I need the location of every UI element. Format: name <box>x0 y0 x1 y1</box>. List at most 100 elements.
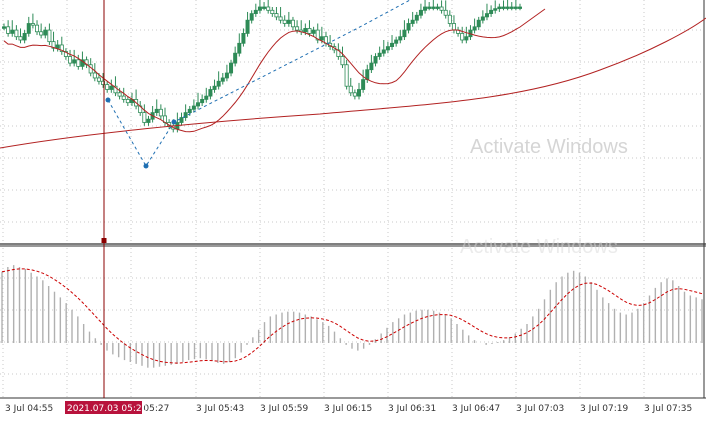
candle-body <box>179 117 184 123</box>
candle-body <box>96 77 101 82</box>
candle-body <box>319 36 324 41</box>
candle-body <box>464 36 469 41</box>
candle-body <box>344 64 349 87</box>
candle-body <box>480 16 485 21</box>
candle-body <box>187 108 192 114</box>
candle-body <box>348 85 353 94</box>
trendline-point <box>171 119 177 125</box>
candle-body <box>352 92 357 97</box>
candle-body <box>35 24 40 33</box>
candle-body <box>208 89 213 97</box>
trendline-point <box>143 163 149 169</box>
candle-body <box>204 95 209 100</box>
candle-body <box>26 23 31 34</box>
candle-body <box>224 72 229 79</box>
candle-body <box>286 19 291 24</box>
candle-body <box>266 6 271 11</box>
trendline-point <box>105 97 111 103</box>
candle-body <box>443 9 448 16</box>
candle-body <box>390 42 395 47</box>
time-tick-label: 3 Jul 04:55 <box>5 404 53 414</box>
time-tick-label: 3 Jul 06:47 <box>452 404 500 414</box>
candle-body <box>220 77 225 82</box>
time-axis: 3 Jul 04:55 l 05:27 3 Jul 05:43 3 Jul 05:59… <box>5 404 692 414</box>
candle-body <box>410 19 415 24</box>
candle-body <box>451 23 456 31</box>
candle-body <box>237 42 242 54</box>
candle-body <box>101 80 106 85</box>
candle-body <box>513 6 518 9</box>
crosshair-marker <box>101 238 107 243</box>
candle-body <box>154 108 159 114</box>
candle-body <box>6 26 11 34</box>
candle-body <box>253 9 258 15</box>
candle-body <box>398 36 403 41</box>
time-tick-label: 3 Jul 06:15 <box>324 404 372 414</box>
candle-body <box>216 80 221 87</box>
candle-body <box>14 29 19 38</box>
candle-body <box>501 6 506 9</box>
signal-line <box>1 268 703 364</box>
candle-body <box>472 26 477 31</box>
candle-body <box>447 14 452 24</box>
candle-body <box>55 44 60 49</box>
candle-body <box>439 6 444 11</box>
crosshair: 2021.07.03 05:20 <box>65 0 148 414</box>
candle-body <box>278 16 283 21</box>
candle-body <box>113 85 118 94</box>
candle-body <box>233 52 238 64</box>
candle-body <box>381 49 386 54</box>
candle-body <box>497 6 502 10</box>
candle-body <box>402 29 407 38</box>
candle-body <box>282 19 287 24</box>
candle-body <box>63 51 68 57</box>
candle-body <box>427 6 432 9</box>
candle-body <box>509 6 514 9</box>
crosshair-time-label: 2021.07.03 05:20 <box>67 404 148 414</box>
price-panel[interactable] <box>0 0 706 169</box>
candle-body <box>303 28 308 33</box>
candle-body <box>80 59 85 67</box>
candle-body <box>196 102 201 107</box>
candle-body <box>311 29 316 34</box>
candle-body <box>505 6 510 9</box>
candle-body <box>121 95 126 100</box>
candle-body <box>245 19 250 34</box>
candle-body <box>270 9 275 15</box>
candle-body <box>142 112 147 123</box>
candle-body <box>229 62 234 74</box>
time-tick-label: 3 Jul 06:31 <box>388 404 436 414</box>
time-tick-label: 3 Jul 05:43 <box>196 404 244 414</box>
candle-body <box>72 59 77 64</box>
candle-body <box>377 52 382 57</box>
candle-body <box>59 44 64 52</box>
candle-body <box>146 118 151 123</box>
candle-body <box>431 6 436 9</box>
candle-body <box>92 72 97 79</box>
candle-body <box>423 6 428 11</box>
candle-body <box>435 6 440 9</box>
candle-body <box>43 29 48 36</box>
candle-body <box>241 33 246 44</box>
candle-body <box>117 92 122 97</box>
candle-body <box>476 19 481 28</box>
candle-body <box>274 13 279 18</box>
candle-body <box>39 31 44 36</box>
candle-body <box>315 29 320 41</box>
candle-body <box>357 89 362 97</box>
crosshair-time-tag <box>65 401 142 414</box>
candle-body <box>414 14 419 21</box>
oscillator-panel[interactable] <box>1 265 703 368</box>
candle-body <box>109 85 114 90</box>
candle-body <box>22 33 27 41</box>
time-tick-label: 3 Jul 07:35 <box>644 404 692 414</box>
time-tick-label: 3 Jul 07:03 <box>516 404 564 414</box>
candle-body <box>295 26 300 31</box>
candle-body <box>394 39 399 44</box>
candle-body <box>418 9 423 16</box>
candle-body <box>460 33 465 41</box>
candle-body <box>212 85 217 90</box>
